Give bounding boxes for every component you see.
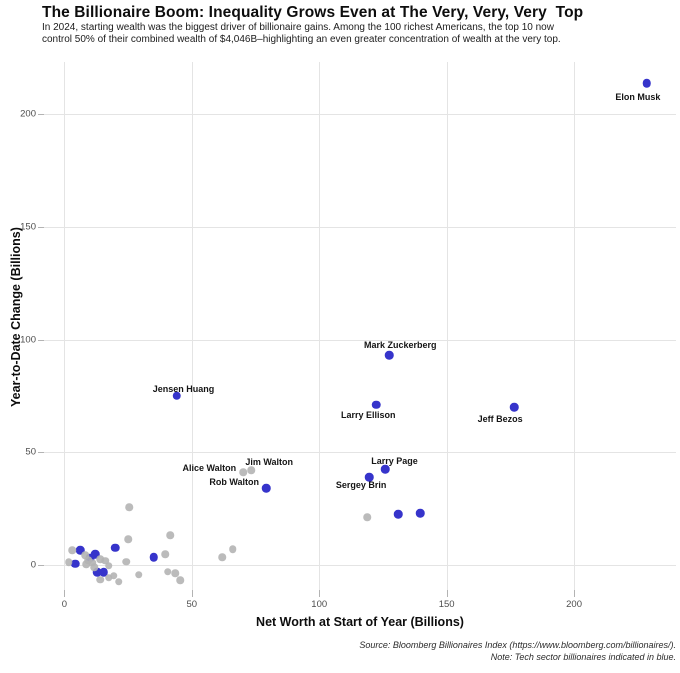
source-note: Source: Bloomberg Billionaires Index (ht…	[359, 640, 676, 650]
data-point	[393, 510, 403, 519]
data-point	[114, 577, 123, 586]
y-tick-mark	[38, 113, 44, 115]
data-point	[104, 573, 113, 582]
x-gridline	[64, 62, 66, 590]
y-gridline	[44, 113, 676, 115]
data-point	[509, 402, 519, 412]
source-block: Source: Bloomberg Billionaires Index (ht…	[359, 640, 676, 663]
data-point	[381, 465, 390, 474]
data-point	[109, 572, 118, 580]
chart-title: The Billionaire Boom: Inequality Grows E…	[42, 4, 584, 21]
chart-subtitle-line1: In 2024, starting wealth was the biggest…	[42, 22, 554, 33]
y-gridline	[44, 226, 676, 228]
chart-subtitle: In 2024, starting wealth was the biggest…	[42, 22, 561, 46]
point-label: Mark Zuckerberg	[364, 340, 437, 351]
data-point	[81, 551, 90, 559]
y-tick-mark	[38, 339, 44, 341]
data-point	[134, 570, 143, 579]
data-point	[218, 553, 227, 562]
data-point	[372, 400, 381, 410]
data-point	[415, 509, 425, 518]
chart-subtitle-line2: control 50% of their combined wealth of …	[42, 34, 561, 45]
data-point	[228, 545, 237, 553]
data-point	[239, 468, 248, 476]
x-gridline	[319, 62, 321, 590]
data-point	[261, 484, 271, 493]
data-point	[363, 513, 371, 522]
y-tick-mark	[38, 452, 44, 454]
x-gridline	[191, 62, 193, 590]
data-point	[122, 557, 131, 566]
data-point	[82, 560, 91, 569]
y-tick-label: 100	[20, 334, 36, 346]
y-tick-label: 150	[20, 221, 36, 233]
data-point	[99, 568, 108, 577]
x-tick-mark	[191, 590, 193, 597]
data-point	[247, 466, 255, 475]
y-tick-label: 200	[20, 108, 36, 120]
point-label: Jeff Bezos	[477, 414, 523, 425]
data-point	[161, 550, 169, 558]
x-tick-label: 0	[61, 599, 68, 610]
x-tick-mark	[319, 590, 321, 597]
data-point	[125, 503, 134, 511]
x-tick-mark	[574, 590, 576, 597]
y-tick-mark	[38, 565, 44, 567]
x-axis-title: Net Worth at Start of Year (Billions)	[256, 615, 464, 629]
y-gridline	[44, 339, 676, 341]
y-axis-title: Year-to-Date Change (Billions)	[9, 227, 23, 407]
y-tick-mark	[38, 226, 44, 228]
point-label: Alice Walton	[182, 463, 237, 474]
x-gridline	[574, 62, 576, 590]
data-point	[111, 543, 120, 552]
x-gridline	[446, 62, 448, 590]
data-point	[104, 562, 113, 570]
data-point	[171, 569, 179, 578]
data-point	[96, 555, 105, 563]
data-point	[68, 546, 76, 555]
data-point	[90, 563, 99, 571]
data-point	[91, 549, 100, 559]
point-label: Rob Walton	[209, 477, 260, 488]
data-point	[172, 391, 181, 401]
data-point	[84, 556, 93, 564]
y-tick-label: 0	[30, 559, 36, 571]
x-tick-label: 200	[566, 599, 582, 610]
y-tick-label: 50	[25, 446, 36, 458]
data-point	[385, 351, 394, 360]
data-point	[101, 557, 110, 565]
data-point	[64, 558, 73, 567]
data-point	[71, 559, 80, 569]
x-tick-mark	[64, 590, 66, 597]
x-tick-mark	[446, 590, 448, 597]
data-point	[88, 559, 97, 567]
data-point	[124, 535, 132, 543]
point-label: Sergey Brin	[335, 480, 387, 491]
y-gridline	[44, 565, 676, 567]
data-point	[149, 552, 158, 562]
point-label: Jim Walton	[245, 457, 294, 468]
data-point	[364, 472, 374, 482]
point-label: Larry Page	[371, 456, 418, 467]
footnote: Note: Tech sector billionaires indicated…	[490, 651, 676, 662]
point-label: Larry Ellison	[341, 409, 396, 420]
data-point	[176, 576, 185, 584]
data-point	[92, 568, 102, 577]
x-tick-label: 100	[311, 599, 328, 610]
point-label: Jensen Huang	[152, 383, 215, 394]
data-point	[76, 546, 85, 555]
point-label: Elon Musk	[615, 92, 661, 103]
x-tick-label: 150	[438, 599, 455, 610]
data-point	[96, 576, 105, 584]
x-tick-label: 50	[186, 599, 198, 610]
y-gridline	[44, 452, 676, 454]
data-point	[642, 79, 652, 88]
data-point	[163, 568, 172, 576]
data-point	[166, 531, 175, 539]
